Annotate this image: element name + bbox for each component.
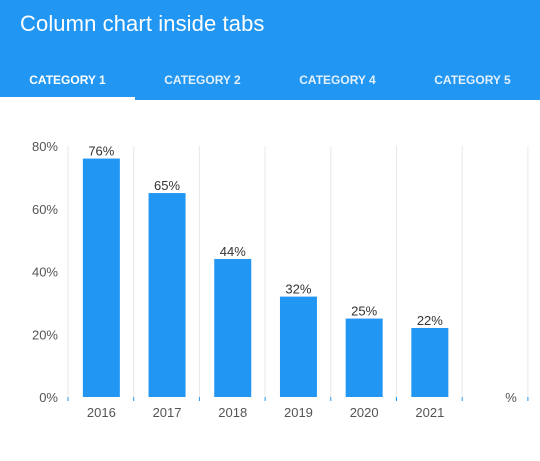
- y-tick-label: 20%: [32, 327, 58, 342]
- bar-2016: [82, 158, 120, 397]
- bar-2021: [411, 327, 449, 397]
- x-tick-label: 2021: [415, 405, 444, 420]
- data-label: 32%: [285, 282, 311, 297]
- data-label: 44%: [220, 244, 246, 259]
- unit-label: %: [505, 390, 517, 405]
- bar-2017: [148, 193, 186, 397]
- tab-category-1[interactable]: CATEGORY 1: [29, 73, 106, 87]
- active-tab-indicator: [0, 97, 135, 100]
- tab-bar: CATEGORY 1 CATEGORY 2 CATEGORY 4 CATEGOR…: [0, 60, 540, 100]
- x-tick-label: 2019: [284, 405, 313, 420]
- x-tick-label: 2016: [87, 405, 116, 420]
- tab-category-5[interactable]: CATEGORY 5: [434, 73, 511, 87]
- y-tick-label: 0%: [39, 390, 58, 405]
- bar-2018: [214, 258, 252, 397]
- x-tick-label: 2020: [350, 405, 379, 420]
- x-tick-label: 2018: [218, 405, 247, 420]
- app-header: Column chart inside tabs CATEGORY 1 CATE…: [0, 0, 540, 100]
- tab-category-4[interactable]: CATEGORY 4: [299, 73, 376, 87]
- data-label: 65%: [154, 178, 180, 193]
- bar-2020: [345, 318, 383, 397]
- column-chart: 0% 20% 40% 60% 80% 76% 2016 65% 2017 44% 2018 32% 20…: [0, 100, 540, 461]
- tab-category-2[interactable]: CATEGORY 2: [164, 73, 241, 87]
- data-label: 25%: [351, 304, 377, 319]
- page-title: Column chart inside tabs: [20, 11, 265, 36]
- data-label: 22%: [417, 313, 443, 328]
- y-tick-label: 60%: [32, 202, 58, 217]
- y-tick-label: 80%: [32, 139, 58, 154]
- y-tick-label: 40%: [32, 265, 58, 280]
- data-label: 76%: [88, 144, 114, 159]
- chart-canvas: 0% 20% 40% 60% 80% 76% 2016 65% 2017 44% 2018 32% 20…: [32, 139, 529, 420]
- bar-2019: [279, 296, 317, 397]
- x-tick-label: 2017: [153, 405, 182, 420]
